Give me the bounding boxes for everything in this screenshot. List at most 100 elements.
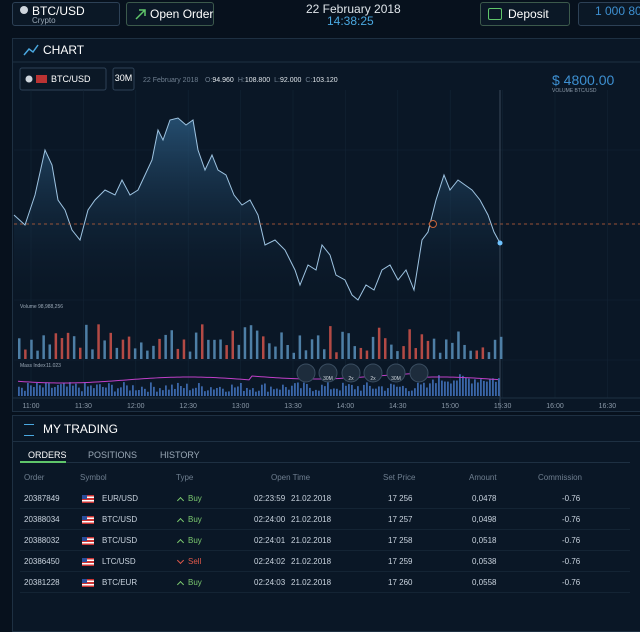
mass-bar: [483, 380, 485, 396]
zoom-label: 2x: [370, 376, 376, 382]
mass-bar: [393, 384, 395, 396]
mass-bar: [246, 387, 248, 396]
mass-bar: [315, 389, 317, 396]
chart-symbol: BTC/USD: [51, 74, 91, 84]
cell: 21.02.2018: [291, 536, 332, 545]
mass-bar: [21, 387, 23, 396]
cell: LTC/USD: [102, 557, 136, 566]
mass-bar: [402, 385, 404, 396]
volume-bar: [36, 350, 39, 359]
deposit-button[interactable]: [480, 2, 570, 26]
tab[interactable]: HISTORY: [160, 450, 200, 460]
trading-icon: [24, 424, 34, 436]
mass-bar: [210, 387, 212, 396]
mass-bar: [480, 379, 482, 396]
x-tick-label: 13:30: [284, 403, 302, 410]
volume-bar: [402, 346, 405, 359]
volume-bar: [469, 350, 472, 359]
zoom-button[interactable]: [341, 363, 361, 383]
chart-symbol-box[interactable]: [19, 67, 107, 91]
wallet-icon: [488, 8, 502, 20]
tab[interactable]: POSITIONS: [88, 450, 138, 460]
mass-bar: [273, 389, 275, 396]
cell: EUR/USD: [102, 494, 139, 503]
mass-bar: [111, 384, 113, 396]
cell: 21.02.2018: [291, 557, 332, 566]
mass-bar: [270, 386, 272, 396]
zoom-button[interactable]: [386, 363, 406, 383]
x-tick-label: 12:00: [127, 403, 145, 410]
mass-bar: [255, 391, 257, 396]
row-divider: [20, 571, 630, 572]
volume-bar: [487, 352, 491, 359]
mass-bar: [324, 386, 326, 396]
volume-bar: [91, 349, 94, 359]
volume-bar: [109, 332, 112, 359]
mass-bar: [447, 381, 449, 396]
x-tick-label: 15:30: [494, 403, 512, 410]
mass-bar: [75, 383, 77, 396]
mass-bar: [456, 380, 458, 396]
zoom-button[interactable]: [363, 363, 383, 383]
x-tick-label: 15:00: [441, 403, 459, 410]
mass-bar: [150, 382, 152, 396]
volume-bar: [451, 342, 454, 359]
x-tick-label: 16:30: [599, 403, 617, 410]
symbol-selector[interactable]: [12, 2, 120, 26]
ohlc-label: H:: [238, 77, 245, 84]
mass-bar: [381, 386, 383, 396]
zoom-button[interactable]: [318, 363, 338, 383]
volume-bar: [121, 339, 125, 359]
tab[interactable]: ORDERS: [28, 450, 67, 460]
column-header: Order: [24, 473, 45, 482]
mass-bar: [321, 384, 323, 396]
mass-bar: [39, 385, 41, 396]
zoom-button[interactable]: [296, 363, 316, 383]
mass-bar: [303, 382, 305, 396]
mass-bar: [96, 384, 98, 396]
volume-bar: [335, 352, 338, 359]
mass-bar: [93, 388, 95, 396]
mass-bar: [450, 383, 452, 396]
open-order-label: Open Order: [150, 7, 214, 21]
cell: 0,0478: [472, 494, 497, 503]
volume-bar: [243, 327, 247, 359]
open-order-button[interactable]: [126, 2, 214, 26]
mass-bar: [486, 381, 488, 396]
x-tick-label: 14:00: [337, 403, 355, 410]
volume-bar: [188, 351, 192, 359]
volume-bar: [445, 339, 448, 359]
volume-bar: [72, 336, 76, 359]
volume-bar: [127, 336, 131, 359]
mass-bar: [288, 389, 290, 396]
ohlc-value: 108.800: [245, 77, 270, 84]
mass-bar: [78, 387, 80, 396]
volume-bar: [316, 335, 320, 359]
mass-bar: [411, 390, 413, 396]
ohlc-label: C:: [305, 77, 312, 84]
mass-bar: [216, 387, 218, 396]
ohlc-value: 92.000: [280, 77, 302, 84]
mass-bar: [213, 389, 215, 396]
volume-bar: [170, 330, 173, 359]
trading-title: MY TRADING: [43, 422, 118, 436]
zoom-button[interactable]: [409, 363, 429, 383]
volume-bar: [481, 347, 485, 359]
volume-bar: [48, 344, 51, 359]
mass-bar: [45, 382, 47, 396]
mass-bar: [87, 386, 89, 396]
mass-bar: [459, 374, 461, 396]
mass-bar: [327, 382, 329, 396]
x-tick-label: 14:30: [389, 403, 407, 410]
cell: 20387849: [24, 494, 60, 503]
cell: 20388032: [24, 536, 60, 545]
mass-bar: [18, 386, 20, 396]
cell: -0.76: [562, 515, 581, 524]
mass-bar: [336, 388, 338, 396]
mass-bar: [357, 386, 359, 396]
mass-bar: [492, 378, 494, 396]
volume-bar: [268, 343, 271, 359]
mass-bar: [342, 382, 344, 396]
flag: [82, 495, 94, 503]
interval-box[interactable]: [112, 67, 135, 91]
